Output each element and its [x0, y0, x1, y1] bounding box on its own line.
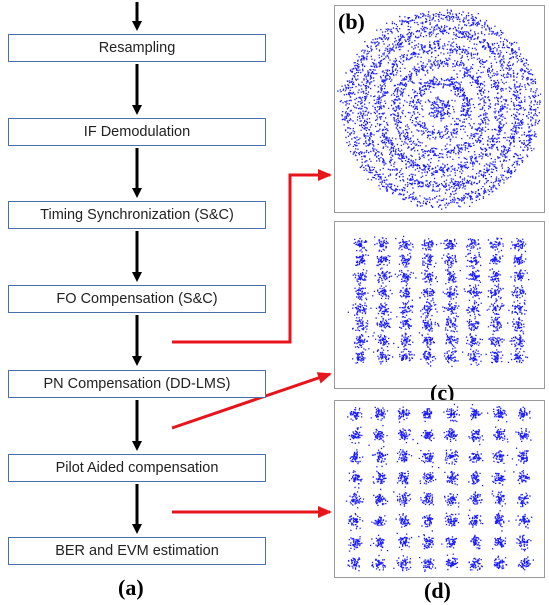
pointer-arrow-c	[171, 372, 332, 430]
constellation-points	[347, 235, 530, 368]
label-d: (d)	[424, 578, 451, 603]
step-pn-compensation: PN Compensation (DD-LMS)	[8, 370, 266, 398]
panel-c	[334, 221, 545, 389]
step-timing-synchronization: Timing Synchronization (S&C)	[8, 201, 266, 229]
step-resampling: Resampling	[8, 34, 266, 62]
pointer-arrow-b	[172, 169, 332, 344]
constellation-points	[337, 9, 542, 210]
label-b: (b)	[338, 9, 365, 34]
qam-constellation-plot-c	[347, 235, 530, 368]
label-a: (a)	[118, 575, 144, 600]
step-pilot-aided-compensation: Pilot Aided compensation	[8, 454, 266, 482]
step-if-demodulation: IF Demodulation	[8, 118, 266, 146]
step-fo-compensation: FO Compensation (S&C)	[8, 285, 266, 313]
qam-constellation-plot-d	[345, 403, 534, 572]
step-ber-evm-estimation: BER and EVM estimation	[8, 537, 266, 565]
panel-b	[334, 5, 545, 213]
ring-constellation-plot	[337, 9, 542, 210]
constellation-points	[345, 403, 534, 572]
panel-d	[334, 400, 545, 578]
